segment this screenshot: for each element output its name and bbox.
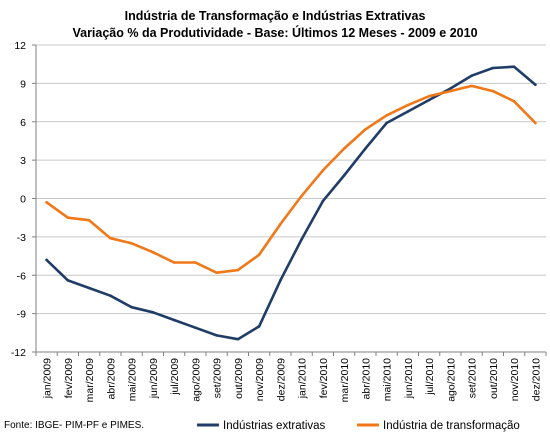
- axes: [32, 44, 547, 356]
- data-point: [172, 318, 176, 322]
- data-point: [470, 84, 473, 88]
- x-tick-label: out/2009: [233, 358, 245, 399]
- data-point: [427, 98, 431, 102]
- chart-subtitle: Variação % da Produtividade - Base: Últi…: [72, 25, 477, 40]
- data-point: [45, 201, 48, 204]
- x-tick-label: dez/2010: [530, 358, 542, 401]
- data-point: [321, 169, 325, 172]
- x-tick-label: abr/2010: [360, 358, 372, 400]
- data-point: [364, 147, 367, 150]
- data-point: [342, 174, 346, 177]
- series-line-0: [45, 65, 537, 341]
- x-tick-label: nov/2010: [509, 358, 521, 401]
- data-point: [151, 311, 155, 314]
- x-tick-label: jan/2010: [297, 358, 309, 399]
- x-tick-label: mai/2009: [127, 358, 139, 401]
- y-tick-label: 6: [20, 117, 26, 129]
- x-tick-label: dez/2009: [275, 358, 287, 401]
- data-point: [130, 241, 133, 245]
- data-point: [236, 337, 240, 341]
- data-point: [427, 94, 431, 98]
- x-tick-label: mai/2010: [382, 358, 394, 401]
- data-point: [109, 294, 112, 298]
- x-tick-label: jul/2009: [169, 358, 181, 396]
- data-point: [172, 261, 176, 264]
- x-tick-label: ago/2010: [445, 358, 457, 402]
- data-point: [406, 110, 410, 113]
- data-point: [66, 279, 70, 282]
- data-point: [385, 114, 388, 117]
- data-point: [194, 326, 197, 329]
- data-point: [449, 87, 452, 90]
- data-point: [87, 286, 91, 290]
- x-tick-label: jun/2010: [403, 358, 415, 399]
- data-point: [512, 99, 516, 103]
- data-point: [342, 147, 346, 150]
- x-tick-labels: jan/2009 fev/2009 mar/2009 abr/2009 mai/2009…: [42, 358, 543, 403]
- data-point: [215, 334, 218, 337]
- y-tick-label: -12: [11, 347, 26, 359]
- x-tick-label: out/2010: [488, 358, 500, 399]
- data-point: [385, 121, 388, 125]
- data-point: [109, 236, 112, 240]
- data-point: [236, 268, 240, 272]
- chart-title: Indústria de Transformação e Indústrias …: [125, 9, 426, 23]
- x-tick-label: mar/2010: [339, 358, 351, 403]
- series-lines: [45, 65, 537, 341]
- data-point: [449, 89, 452, 93]
- legend: Indústrias extrativas Indústria de trans…: [197, 420, 520, 432]
- y-tick-label: -6: [17, 270, 26, 282]
- data-point: [194, 261, 197, 264]
- x-tick-label: jan/2009: [42, 358, 54, 399]
- data-point: [512, 65, 516, 69]
- data-point: [257, 325, 261, 328]
- x-tick-label: fev/2009: [63, 358, 75, 398]
- x-tick-label: jun/2009: [148, 358, 160, 399]
- x-tick-label: set/2009: [212, 358, 224, 398]
- data-point: [130, 305, 133, 309]
- legend-label-transformacao: Indústria de transformação: [383, 420, 520, 432]
- data-point: [470, 74, 473, 77]
- gridlines: [36, 44, 546, 353]
- x-tick-label: mar/2009: [84, 358, 96, 403]
- data-point: [300, 238, 303, 241]
- data-point: [151, 250, 155, 254]
- data-point: [66, 216, 70, 219]
- legend-label-extrativas: Indústrias extrativas: [223, 420, 326, 432]
- data-point: [364, 128, 367, 131]
- data-point: [45, 258, 48, 262]
- data-point: [406, 103, 410, 107]
- y-tick-label: 9: [20, 78, 26, 90]
- y-tick-label: -3: [17, 232, 26, 244]
- x-tick-label: fev/2010: [318, 358, 330, 398]
- x-tick-label: jul/2010: [424, 358, 436, 396]
- x-tick-label: set/2010: [467, 358, 479, 398]
- data-point: [534, 121, 537, 125]
- x-tick-label: ago/2009: [190, 358, 202, 402]
- y-tick-labels: -12 -9 -6 -3 0 3 6 9 12: [11, 40, 26, 359]
- data-point: [321, 199, 325, 203]
- data-point: [534, 83, 537, 86]
- y-tick-label: -9: [17, 309, 26, 321]
- data-point: [491, 66, 495, 70]
- source-note: Fonte: IBGE- PIM-PF e PIMES.: [4, 420, 144, 431]
- data-point: [279, 222, 282, 226]
- data-point: [279, 279, 282, 282]
- y-tick-label: 3: [20, 155, 26, 167]
- data-point: [257, 253, 261, 257]
- x-tick-label: abr/2009: [105, 358, 117, 400]
- data-point: [215, 271, 218, 274]
- y-tick-label: 0: [20, 194, 26, 206]
- data-point: [491, 89, 495, 93]
- series-line-1: [45, 84, 537, 275]
- y-tick-label: 12: [14, 40, 26, 52]
- data-point: [87, 218, 91, 222]
- x-tick-label: nov/2009: [254, 358, 266, 401]
- data-point: [300, 194, 303, 198]
